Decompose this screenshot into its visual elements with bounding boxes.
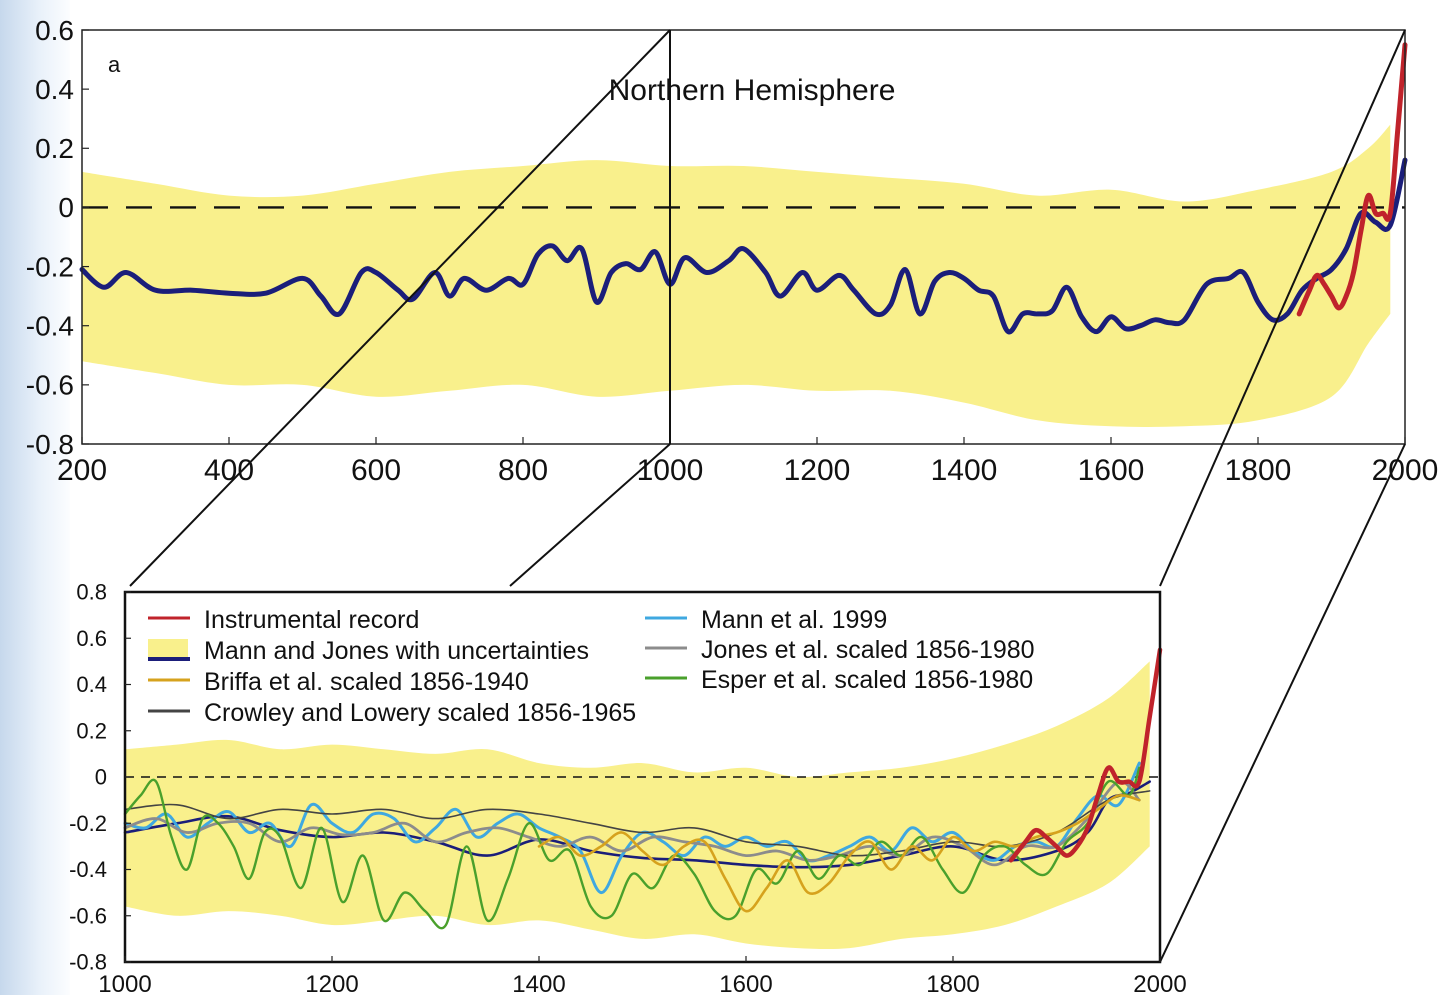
zoom-connector-line: [1159, 443, 1406, 963]
y-tick-label: -0.6: [69, 903, 107, 928]
x-tick-label: 1200: [305, 971, 358, 995]
x-tick-label: 1800: [1225, 454, 1292, 487]
x-tick-label: 1600: [719, 971, 772, 995]
uncertainty-band-area: [125, 661, 1150, 950]
esper-et-al-scaled-1856-1980-line: [123, 766, 1141, 930]
x-tick-label: 1600: [1078, 454, 1145, 487]
crowley-and-lowery-scaled-1856-1965-line: [124, 790, 1151, 857]
legend-label: Mann and Jones with uncertainties: [204, 637, 589, 665]
x-tick-label: 1000: [98, 971, 151, 995]
x-tick-label: 800: [498, 454, 548, 487]
axis-ticks: 200 400 600 800 1000 1200 1400 1600 1800 2000 0.6 0…: [26, 15, 1439, 487]
x-tick-label: 1200: [784, 454, 851, 487]
plot-frame: [81, 29, 1406, 445]
x-tick-label: 2000: [1372, 454, 1439, 487]
uncertainty-band: [82, 124, 1391, 427]
zoom-connector-line: [129, 29, 671, 587]
series-lines: [123, 647, 1163, 930]
y-tick-label: 0.4: [35, 74, 74, 105]
axis-ticks: 1000 1200 1400 1600 1800 2000 0.8 0.6 0.4 0.2 0 -0.…: [69, 580, 1187, 995]
x-tick-label: 1800: [926, 971, 979, 995]
zoom-connector-lines: [129, 29, 1406, 963]
x-tick-label: 1000: [637, 454, 704, 487]
legend-label: Jones et al. scaled 1856-1980: [701, 636, 1035, 664]
zoom-connector-line: [1159, 29, 1406, 587]
briffa-et-al-scaled-1856-1940-line: [537, 793, 1141, 913]
x-tick-label: 200: [57, 454, 107, 487]
zoom-connector-line: [509, 443, 671, 587]
x-tick-label: 600: [351, 454, 401, 487]
legend: Instrumental record Mann and Jones with u…: [148, 606, 1035, 727]
chart-title: Northern Hemisphere: [609, 74, 896, 107]
panel-b-detail: 1000 1200 1400 1600 1800 2000 0.8 0.6 0.4 0.2 0 -0.…: [69, 580, 1187, 995]
y-tick-label: -0.8: [26, 429, 74, 460]
y-tick-label: 0.2: [35, 133, 74, 164]
panel-a-northern-hemisphere: 200 400 600 800 1000 1200 1400 1600 1800 2000 0.6 0…: [26, 15, 1439, 487]
y-tick-label: -0.4: [69, 857, 107, 882]
legend-label: Instrumental record: [204, 606, 419, 634]
y-tick-label: -0.6: [26, 370, 74, 401]
y-tick-label: -0.2: [26, 251, 74, 282]
legend-label: Crowley and Lowery scaled 1856-1965: [204, 699, 636, 727]
series-1-line: [1296, 42, 1408, 317]
legend-label: Briffa et al. scaled 1856-1940: [204, 668, 529, 696]
y-tick-label: 0.8: [76, 580, 107, 605]
y-tick-label: 0.4: [76, 672, 107, 697]
series-lines: [79, 42, 1408, 335]
x-tick-label: 2000: [1133, 971, 1186, 995]
legend-label: Esper et al. scaled 1856-1980: [701, 666, 1033, 694]
instrumental-record-line: [1008, 647, 1163, 863]
y-tick-label: 0.6: [35, 15, 74, 46]
y-tick-label: -0.2: [69, 811, 107, 836]
series-0-line: [79, 157, 1408, 335]
uncertainty-band-area: [82, 124, 1391, 427]
y-tick-label: 0: [95, 765, 107, 790]
y-tick-label: 0.6: [76, 626, 107, 651]
x-tick-label: 1400: [512, 971, 565, 995]
uncertainty-band: [125, 661, 1150, 950]
y-tick-label: -0.8: [69, 950, 107, 975]
x-tick-label: 400: [204, 454, 254, 487]
y-tick-label: 0: [58, 192, 74, 223]
y-tick-label: -0.4: [26, 311, 74, 342]
legend-label: Mann et al. 1999: [701, 606, 887, 634]
y-tick-label: 0.2: [76, 718, 107, 743]
legend-band-swatch: [148, 639, 188, 659]
x-tick-label: 1400: [931, 454, 998, 487]
panel-label: a: [108, 52, 121, 77]
